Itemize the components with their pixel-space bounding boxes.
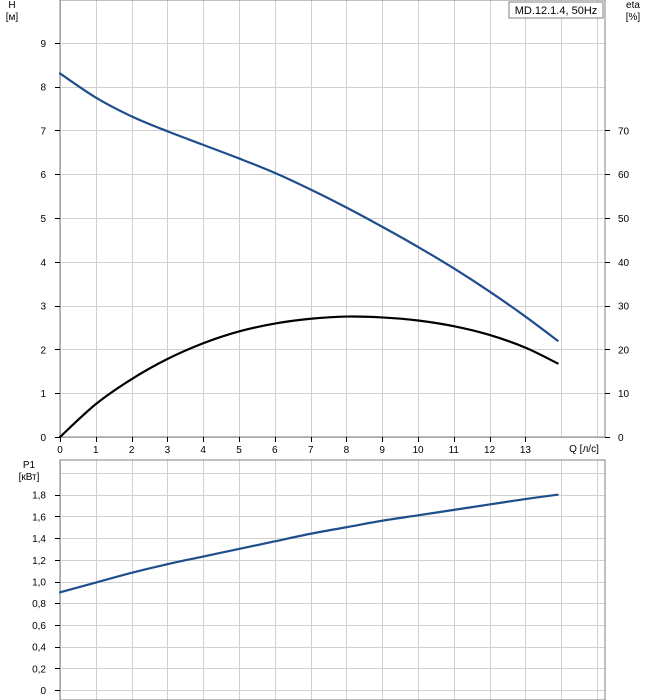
- power-tick-label: 0,6: [32, 621, 46, 632]
- head-tick-label: 6: [40, 170, 46, 181]
- power-tick-label: 0,8: [32, 599, 46, 610]
- head-tick-label: 4: [40, 258, 46, 269]
- head-grid: [60, 0, 605, 438]
- head-tick-label: 8: [40, 83, 46, 94]
- head-tick-label: 1: [40, 389, 46, 400]
- q-axis-label: Q [л/с]: [569, 444, 599, 455]
- q-tick-label: 5: [236, 445, 242, 456]
- q-tick-label: 0: [57, 445, 63, 456]
- q-tick-label: 8: [344, 445, 350, 456]
- eta-axis-label-line2: [%]: [626, 12, 641, 23]
- q-tick-label: 2: [129, 445, 135, 456]
- eta-tick-label: 10: [618, 389, 630, 400]
- legend-text: MD.12.1.4, 50Hz: [515, 5, 598, 17]
- eta-axis-ticks: 0 10 20 30 40 50 60 70: [605, 126, 630, 444]
- power-tick-label: 0: [40, 686, 46, 697]
- power-curves: [58, 493, 559, 594]
- power-tick-label: 0,4: [32, 643, 46, 654]
- eta-axis-label-line1: eta: [626, 0, 640, 11]
- power-axis-ticks: 0 0,2 0,4 0,6 0,8 1,0 1,2 1,4 1,6 1,8: [32, 491, 60, 697]
- head-curve: [58, 72, 559, 342]
- power-tick-label: 0,2: [32, 664, 46, 675]
- power-curve: [58, 493, 559, 594]
- q-tick-label: 4: [200, 445, 206, 456]
- eta-tick-label: 60: [618, 170, 630, 181]
- legend-box-frame: [508, 1, 604, 19]
- q-axis-ticks: 0 1 2 3 4 5 6 7 8 9 10 11 12 13: [57, 437, 531, 456]
- head-tick-label: 5: [40, 214, 46, 225]
- eta-tick-label: 20: [618, 345, 630, 356]
- head-axis-label-line2: [м]: [6, 12, 19, 23]
- eta-tick-label: 30: [618, 302, 630, 313]
- q-tick-label: 10: [412, 445, 424, 456]
- eta-tick-label: 70: [618, 126, 630, 137]
- power-tick-label: 1,6: [32, 512, 46, 523]
- head-efficiency-curves: [58, 72, 559, 439]
- q-tick-label: 7: [308, 445, 314, 456]
- q-tick-label: 3: [165, 445, 171, 456]
- q-tick-label: 9: [379, 445, 385, 456]
- eta-tick-label: 0: [618, 433, 624, 444]
- q-tick-label: 11: [449, 445, 460, 456]
- head-tick-label: 0: [40, 433, 46, 444]
- head-tick-label: 2: [40, 345, 46, 356]
- head-tick-label: 9: [40, 39, 46, 50]
- head-tick-label: 7: [40, 126, 46, 137]
- eta-tick-label: 40: [618, 258, 630, 269]
- power-panel: 0 0,2 0,4 0,6 0,8 1,0 1,2 1,4 1,6 1,8 P1 [кВт]: [19, 459, 606, 700]
- head-axis-ticks: 0 1 2 3 4 5 6 7 8 9: [40, 39, 60, 444]
- head-axis-label-line1: H: [8, 0, 15, 11]
- power-tick-label: 1,8: [32, 491, 46, 502]
- q-tick-label: 6: [272, 445, 278, 456]
- head-tick-label: 3: [40, 302, 46, 313]
- legend-box: MD.12.1.4, 50Hz: [508, 1, 604, 19]
- eta-tick-label: 50: [618, 214, 630, 225]
- efficiency-curve: [58, 315, 559, 439]
- power-plot-frame: [59, 459, 606, 700]
- q-tick-label: 13: [520, 445, 532, 456]
- power-tick-label: 1,2: [32, 556, 46, 567]
- power-grid: [60, 460, 605, 700]
- power-tick-label: 1,4: [32, 534, 46, 545]
- power-axis-label-line2: [кВт]: [19, 472, 40, 483]
- q-tick-label: 1: [93, 445, 99, 456]
- q-tick-label: 12: [484, 445, 496, 456]
- power-axis-label-line1: P1: [23, 460, 36, 471]
- power-tick-label: 1,0: [32, 578, 46, 589]
